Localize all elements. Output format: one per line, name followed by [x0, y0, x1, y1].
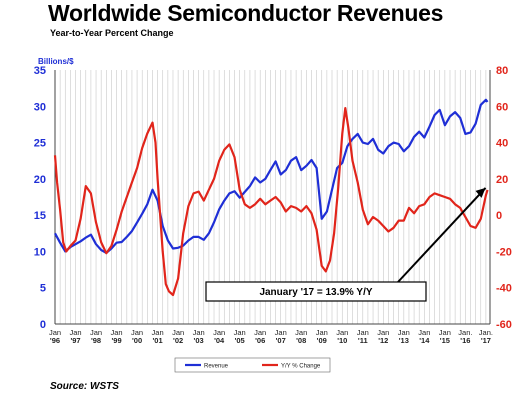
x-tick-label-year: '13	[399, 336, 409, 345]
right-tick-label: 20	[496, 174, 508, 186]
x-tick-label-year: '16	[460, 336, 470, 345]
x-axis-ticks: Jan'96Jan'97Jan'98Jan'99Jan'00Jan'01Jan'…	[49, 328, 493, 345]
x-tick-label-month: Jan	[439, 328, 451, 337]
x-tick-label-month: Jan	[357, 328, 369, 337]
x-tick-label-year: '98	[91, 336, 101, 345]
x-tick-label-month: Jan	[275, 328, 287, 337]
x-tick-label-month: Jan	[131, 328, 143, 337]
right-axis-ticks: 80 60 40 20 0 -20 -40 -60	[496, 65, 512, 331]
x-tick-label-month: Jan	[90, 328, 102, 337]
right-tick-label: 0	[496, 210, 502, 222]
x-tick-label-month: Jan	[398, 328, 410, 337]
x-tick-label-year: '01	[153, 336, 163, 345]
x-tick-label-year: '09	[317, 336, 327, 345]
legend-label: Y/Y % Change	[281, 364, 321, 370]
axes	[54, 70, 491, 325]
x-tick-label-month: Jan	[69, 328, 81, 337]
left-tick-label: 35	[34, 65, 46, 77]
x-tick-label-year: '12	[378, 336, 388, 345]
x-tick-label-year: '15	[440, 336, 450, 345]
x-tick-label-year: '17	[481, 336, 491, 345]
annotation-box	[205, 281, 427, 302]
left-tick-label: 30	[34, 101, 46, 113]
annotation-arrow-head	[475, 187, 486, 198]
x-tick-label-month: Jan	[172, 328, 184, 337]
x-tick-label-year: '99	[111, 336, 121, 345]
x-tick-label-year: '97	[70, 336, 80, 345]
left-tick-label: 20	[34, 174, 46, 186]
right-tick-label: -60	[496, 319, 512, 331]
x-tick-label-year: '06	[255, 336, 265, 345]
left-tick-label: 10	[34, 246, 46, 258]
x-tick-label-month: Jan	[234, 328, 246, 337]
x-tick-label-year: '07	[276, 336, 286, 345]
x-tick-label-year: '02	[173, 336, 183, 345]
x-tick-label-month: Jan	[316, 328, 328, 337]
x-tick-label-month: Jan.	[458, 328, 472, 337]
x-tick-label-month: Jan	[295, 328, 307, 337]
x-tick-label-month: Jan	[336, 328, 348, 337]
right-tick-label: -20	[496, 246, 512, 258]
legend-label: Revenue	[204, 364, 229, 370]
x-tick-label-year: '05	[235, 336, 245, 345]
left-axis-ticks: 0 5 10 15 20 25 30 35	[34, 65, 46, 331]
x-tick-label-month: Jan	[152, 328, 164, 337]
annotation-text: January '17 = 13.9% Y/Y	[259, 287, 372, 298]
chart-subtitle: Year-to-Year Percent Change	[50, 28, 174, 38]
x-tick-label-year: '08	[296, 336, 306, 345]
annotation: January '17 = 13.9% Y/Y	[205, 187, 487, 302]
right-tick-label: 60	[496, 101, 508, 113]
legend-box	[174, 357, 331, 373]
revenue-series-line	[54, 98, 489, 254]
annotation-arrow-line	[397, 187, 487, 283]
x-tick-label-month: Jan	[254, 328, 266, 337]
x-tick-label-month: Jan	[193, 328, 205, 337]
x-tick-label-year: '00	[132, 336, 142, 345]
x-tick-label-year: '04	[214, 336, 225, 345]
left-tick-label: 15	[34, 210, 46, 222]
x-tick-label-year: '10	[337, 336, 347, 345]
x-tick-label-year: '96	[50, 336, 60, 345]
series-layer	[53, 98, 489, 297]
right-tick-label: -40	[496, 283, 512, 295]
left-tick-label: 25	[34, 138, 46, 150]
right-tick-label: 40	[496, 138, 508, 150]
x-tick-label-month: Jan	[377, 328, 389, 337]
source-note: Source: WSTS	[50, 381, 119, 392]
x-tick-label-month: Jan	[213, 328, 225, 337]
x-tick-label-year: '03	[194, 336, 204, 345]
x-tick-label-year: '14	[419, 336, 430, 345]
x-tick-label-month: Jan	[418, 328, 430, 337]
x-tick-label-month: Jan.	[479, 328, 493, 337]
x-tick-label-month: Jan	[49, 328, 61, 337]
legend: Revenue Y/Y % Change	[174, 357, 331, 373]
x-tick-label-month: Jan	[111, 328, 123, 337]
x-tick-label-year: '11	[358, 336, 368, 345]
y-left-axis-label: Billions/$	[38, 57, 74, 66]
left-tick-label: 0	[40, 319, 46, 331]
left-tick-label: 5	[40, 283, 46, 295]
right-tick-label: 80	[496, 65, 508, 77]
chart-title: Worldwide Semiconductor Revenues	[48, 0, 444, 26]
yoy-change-series-line	[53, 107, 489, 297]
